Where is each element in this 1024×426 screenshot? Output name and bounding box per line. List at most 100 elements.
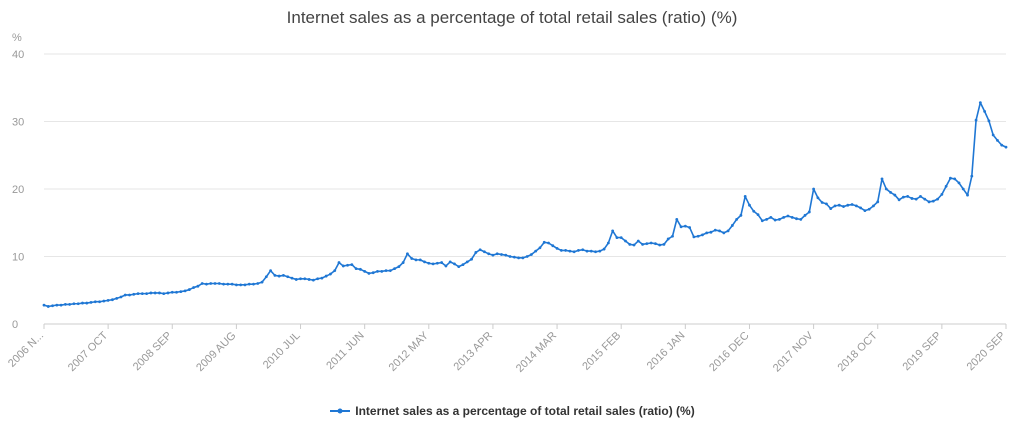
data-point — [974, 118, 978, 122]
data-point — [175, 290, 178, 294]
data-point — [547, 241, 550, 245]
data-point — [572, 250, 576, 254]
data-point — [273, 274, 277, 277]
data-point — [465, 260, 469, 264]
x-tick-label: 2011 JUN — [324, 330, 367, 373]
data-point — [880, 177, 884, 181]
data-point — [256, 282, 260, 285]
data-point — [923, 197, 927, 201]
data-point — [132, 292, 136, 296]
data-point — [149, 291, 153, 295]
x-tick-label: 2007 OCT — [66, 329, 111, 374]
data-point — [983, 109, 987, 113]
data-point — [837, 203, 841, 207]
data-point — [410, 257, 414, 260]
data-point — [551, 244, 555, 248]
data-point — [893, 193, 897, 197]
data-point — [782, 215, 786, 219]
data-point — [662, 242, 666, 246]
data-point — [247, 282, 251, 286]
data-point — [598, 249, 602, 253]
x-tick-label: 2016 DEC — [707, 330, 751, 374]
data-point — [701, 233, 704, 237]
y-tick-label: 10 — [12, 252, 24, 264]
legend-swatch — [330, 408, 351, 414]
data-point — [482, 250, 486, 254]
data-point — [641, 242, 644, 246]
data-point — [889, 190, 892, 194]
data-point — [376, 269, 379, 273]
data-point — [671, 234, 674, 238]
data-point — [636, 239, 640, 243]
data-point — [380, 269, 384, 273]
data-point — [769, 215, 773, 219]
data-point — [949, 176, 952, 180]
data-point — [765, 217, 768, 221]
data-point — [876, 200, 880, 204]
data-point — [624, 239, 627, 243]
data-point — [816, 196, 820, 200]
data-point — [217, 282, 221, 285]
legend[interactable]: Internet sales as a percentage of total … — [0, 404, 1024, 418]
data-point — [311, 278, 315, 282]
data-point — [324, 274, 328, 278]
y-tick-label: 20 — [12, 184, 24, 196]
data-point — [846, 203, 850, 207]
data-point — [581, 248, 585, 252]
data-point — [209, 282, 213, 285]
data-point — [337, 261, 341, 264]
data-point — [93, 300, 97, 304]
legend-label: Internet sales as a percentage of total … — [355, 404, 695, 418]
data-point — [658, 243, 662, 247]
data-point — [944, 184, 948, 188]
data-point — [1004, 145, 1008, 149]
data-point — [940, 193, 944, 196]
data-point — [654, 242, 657, 246]
data-point — [1000, 143, 1004, 147]
data-point — [589, 249, 593, 253]
data-point — [457, 265, 461, 269]
data-point — [649, 241, 653, 245]
data-point — [106, 298, 110, 302]
x-tick-label: 2016 JAN — [645, 330, 688, 373]
data-point — [427, 261, 431, 265]
data-point — [739, 213, 743, 217]
data-point — [423, 260, 426, 264]
data-point — [98, 300, 101, 304]
data-point — [842, 205, 845, 208]
data-point — [645, 242, 649, 246]
data-point — [461, 263, 465, 266]
x-tick-label: 2017 NOV — [771, 329, 816, 374]
data-point — [790, 215, 794, 219]
data-point — [957, 181, 961, 185]
data-point — [615, 236, 619, 240]
data-point — [696, 234, 700, 238]
x-tick-label: 2008 SEP — [131, 330, 175, 374]
data-point — [628, 242, 632, 246]
data-point — [542, 240, 546, 244]
data-point — [145, 292, 149, 296]
data-point — [303, 277, 307, 281]
data-point — [688, 226, 692, 229]
data-point — [978, 101, 982, 104]
data-point — [500, 253, 503, 256]
data-point — [666, 237, 670, 241]
x-tick-label: 2009 AUG — [194, 330, 238, 374]
data-point — [72, 302, 76, 306]
data-point — [307, 278, 311, 281]
data-point — [42, 303, 46, 307]
data-point — [346, 263, 349, 267]
data-point — [773, 218, 777, 222]
data-point — [140, 292, 144, 296]
data-point — [299, 277, 302, 281]
data-point — [812, 187, 815, 191]
data-point — [559, 249, 563, 252]
data-point — [316, 277, 320, 281]
data-point — [872, 204, 875, 208]
data-point — [854, 204, 858, 208]
data-point — [730, 224, 734, 227]
data-point — [987, 119, 991, 123]
data-point — [786, 214, 790, 218]
data-point — [692, 235, 696, 239]
data-point — [568, 249, 572, 253]
